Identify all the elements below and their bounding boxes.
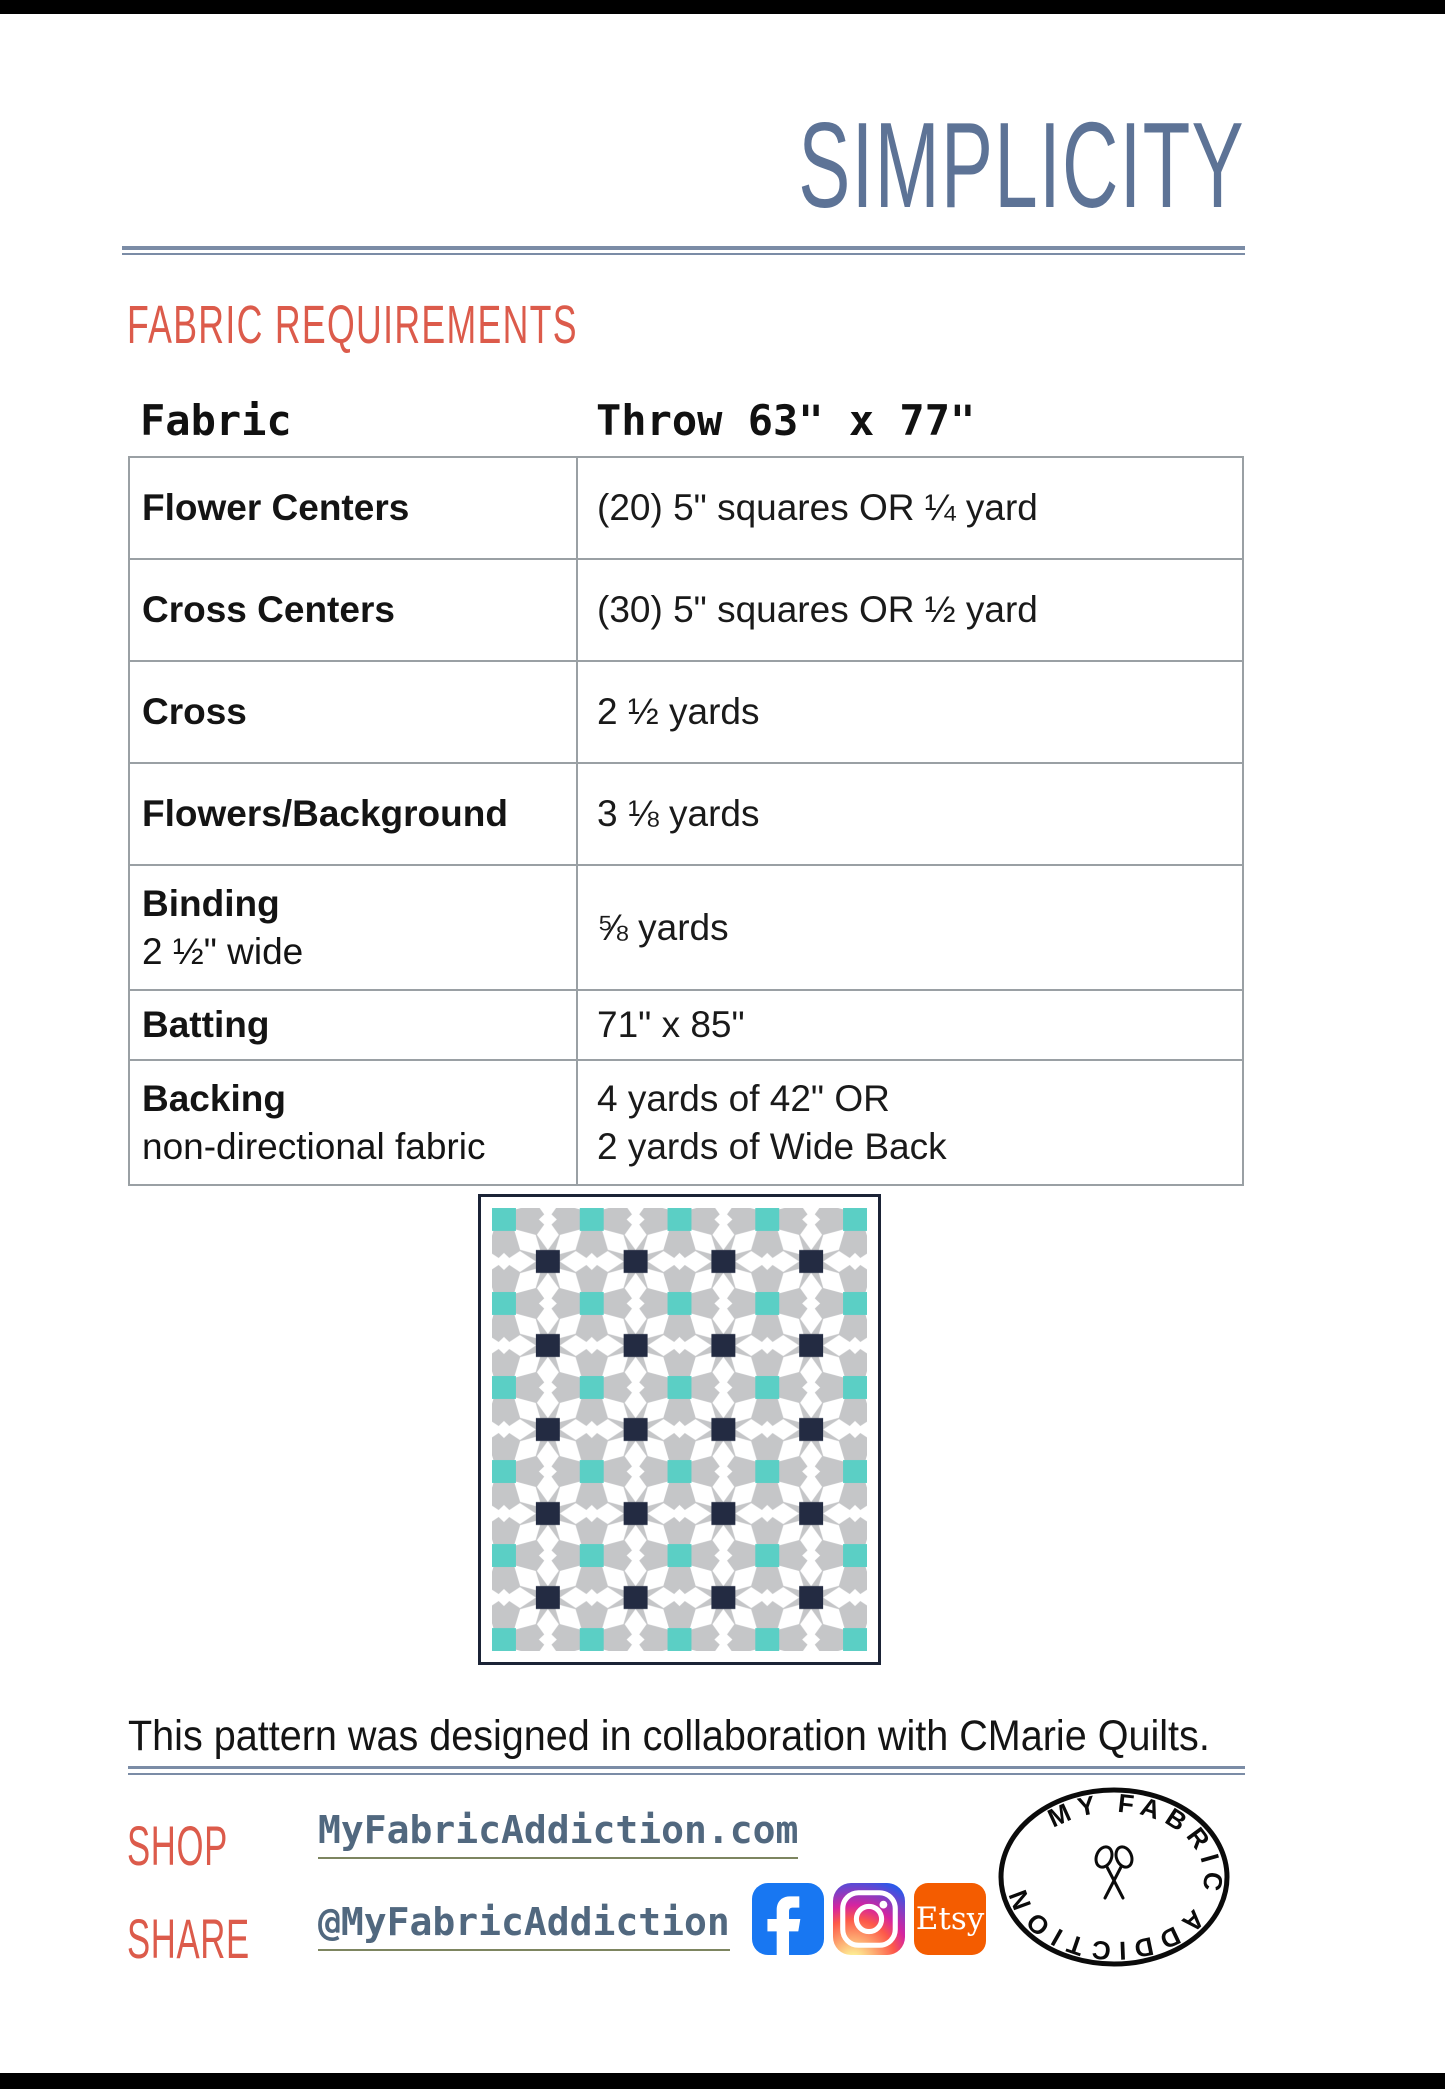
page-title: SIMPLICITY	[798, 97, 1245, 233]
instagram-icon[interactable]	[833, 1883, 905, 1955]
table-row: Flowers/Background 3 ⅛ yards	[128, 762, 1244, 866]
fabric-label: Backing	[142, 1077, 286, 1119]
page-edge-bottom	[0, 2073, 1445, 2089]
fabric-label: Cross	[142, 691, 247, 732]
share-link[interactable]: @MyFabricAddiction	[318, 1900, 730, 1951]
fabric-sublabel: 2 ½" wide	[142, 930, 304, 972]
shop-label: SHOP	[127, 1814, 228, 1877]
table-row: Cross Centers (30) 5" squares OR ½ yard	[128, 558, 1244, 662]
table-row: Batting 71" x 85"	[128, 989, 1244, 1061]
fabric-label: Flowers/Background	[142, 793, 508, 834]
fabric-amount: 2 ½ yards	[597, 691, 760, 732]
collaboration-divider	[128, 1766, 1245, 1775]
shop-link[interactable]: MyFabricAddiction.com	[318, 1808, 799, 1859]
stamp-ellipse	[998, 1787, 1230, 1967]
column-header-fabric: Fabric	[140, 396, 292, 445]
table-row: Flower Centers (20) 5" squares OR ¼ yard	[128, 456, 1244, 560]
page-edge-top	[0, 0, 1445, 14]
fabric-label: Cross Centers	[142, 589, 395, 630]
table-row: Backing non-directional fabric 4 yards of…	[128, 1059, 1244, 1186]
facebook-icon[interactable]	[752, 1883, 824, 1955]
quilt-pattern	[492, 1208, 867, 1651]
table-row: Binding 2 ½" wide ⅝ yards	[128, 864, 1244, 991]
etsy-label: Etsy	[915, 1901, 985, 1937]
column-header-size: Throw 63" x 77"	[596, 396, 976, 445]
title-divider	[122, 246, 1245, 255]
section-heading: FABRIC REQUIREMENTS	[127, 295, 578, 355]
etsy-icon[interactable]: Etsy	[914, 1883, 986, 1955]
fabric-requirements-table: Fabric Throw 63" x 77" Flower Centers (2…	[128, 396, 1244, 1186]
share-label: SHARE	[127, 1907, 250, 1970]
brand-logo-stamp: MY FABRIC ADDICTION	[992, 1778, 1236, 1976]
fabric-amount: 3 ⅛ yards	[597, 793, 760, 834]
fabric-amount: ⅝ yards	[597, 906, 729, 948]
scissors-icon	[1094, 1845, 1134, 1900]
social-icons: Etsy	[752, 1883, 986, 1955]
table-header-row: Fabric Throw 63" x 77"	[128, 396, 1242, 445]
fabric-amount: 71" x 85"	[597, 1004, 745, 1045]
fabric-label: Binding	[142, 882, 280, 924]
quilt-preview-image	[478, 1194, 881, 1665]
fabric-label: Flower Centers	[142, 487, 410, 528]
fabric-amount: (20) 5" squares OR ¼ yard	[597, 487, 1038, 528]
fabric-amount: (30) 5" squares OR ½ yard	[597, 589, 1038, 630]
fabric-label: Batting	[142, 1004, 270, 1045]
fabric-amount-2: 2 yards of Wide Back	[597, 1125, 947, 1167]
fabric-sublabel: non-directional fabric	[142, 1125, 486, 1167]
fabric-amount: 4 yards of 42" OR	[597, 1077, 890, 1119]
table-row: Cross 2 ½ yards	[128, 660, 1244, 764]
collaboration-note: This pattern was designed in collaborati…	[128, 1712, 1210, 1760]
